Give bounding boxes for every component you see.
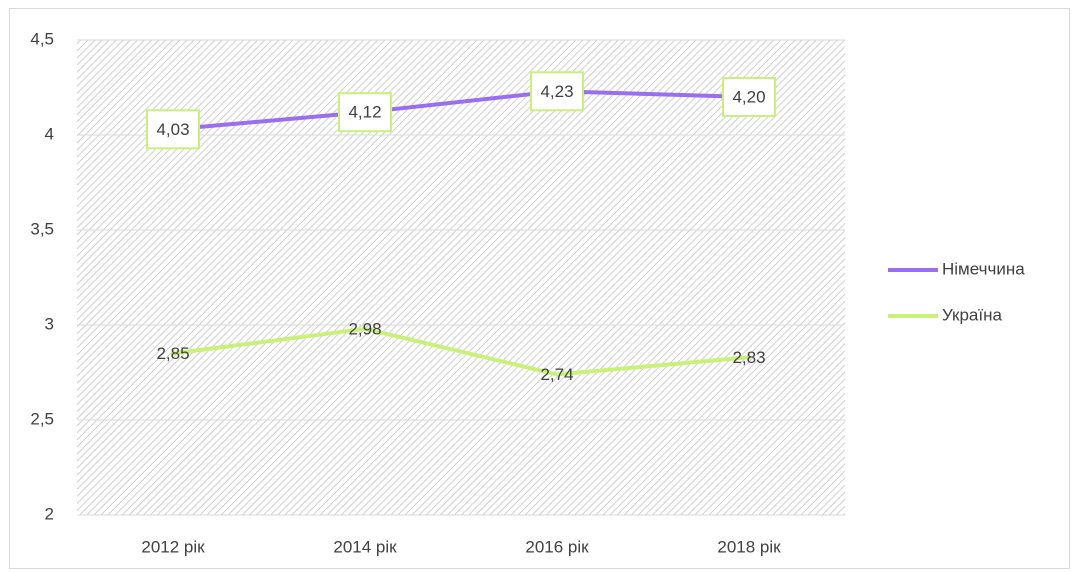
data-label-box — [530, 71, 584, 112]
data-label: 4,20 — [732, 87, 765, 106]
data-label: 4,03 — [156, 120, 189, 139]
plot-area — [77, 40, 845, 515]
legend-label: Україна — [942, 305, 1002, 324]
x-tick-label: 2012 рік — [141, 537, 205, 556]
data-label: 4,12 — [348, 103, 381, 122]
data-label: 2,85 — [156, 344, 189, 363]
data-label: 4,23 — [540, 82, 573, 101]
y-tick-label: 2 — [45, 504, 54, 523]
x-tick-label: 2014 рік — [333, 537, 397, 556]
series-line — [171, 326, 751, 377]
x-tick-label: 2018 рік — [717, 537, 781, 556]
data-label-box — [146, 109, 200, 150]
series-line — [171, 89, 751, 132]
data-label: 2,74 — [540, 365, 573, 384]
data-label-box — [722, 77, 776, 117]
y-tick-label: 2,5 — [30, 409, 54, 428]
y-tick-label: 4 — [45, 124, 54, 143]
data-label-box — [338, 92, 392, 133]
legend-label: Німеччина — [942, 259, 1025, 278]
y-tick-label: 3,5 — [30, 219, 54, 238]
y-tick-label: 4,5 — [30, 29, 54, 48]
data-label: 2,83 — [732, 348, 765, 367]
data-label: 2,98 — [348, 319, 381, 338]
x-tick-label: 2016 рік — [525, 537, 589, 556]
y-tick-label: 3 — [45, 314, 54, 333]
